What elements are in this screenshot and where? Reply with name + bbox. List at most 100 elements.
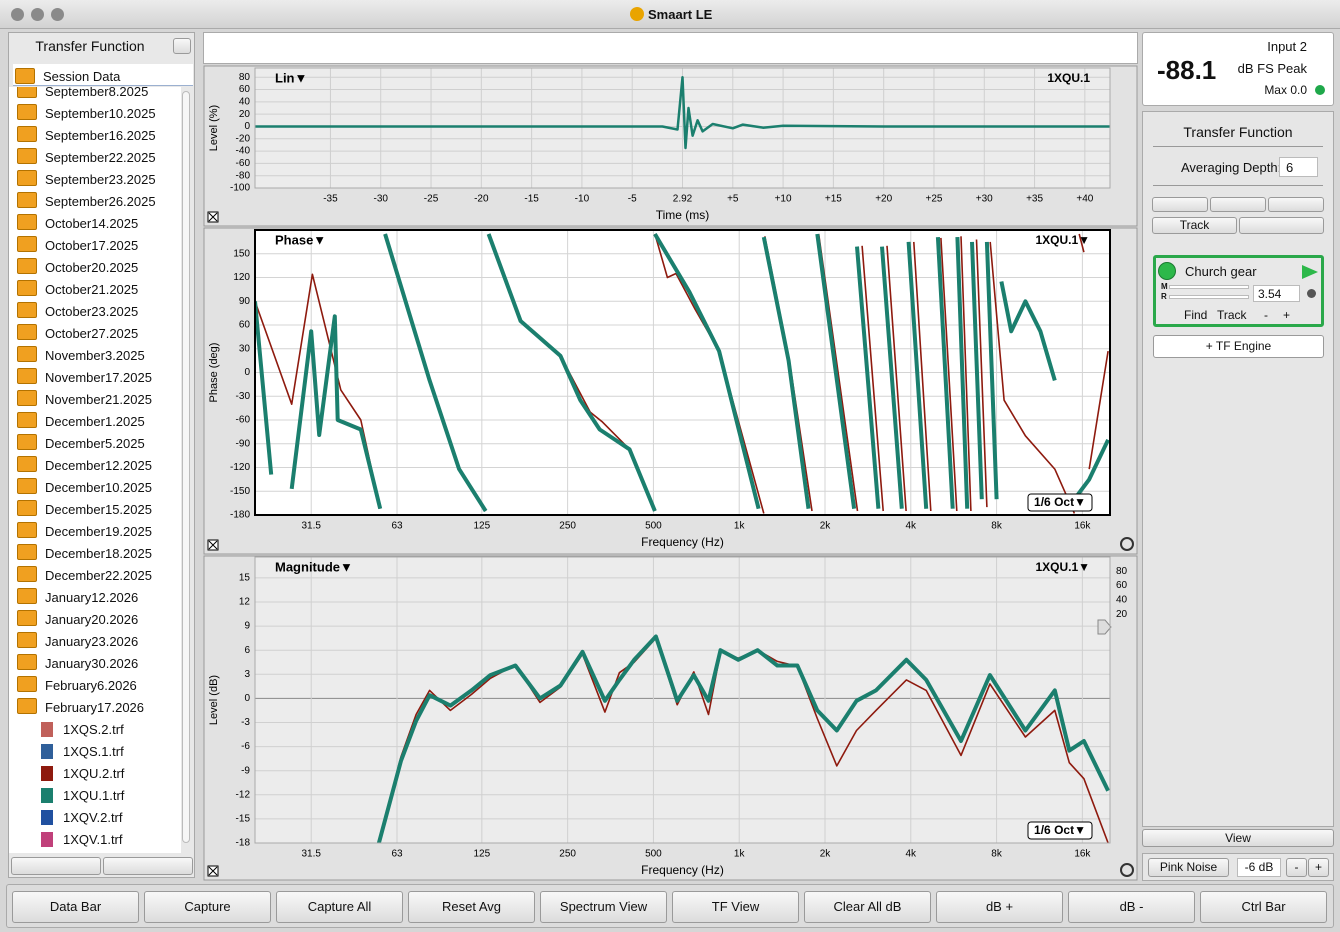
engine-track-button[interactable]: Track bbox=[1217, 308, 1247, 322]
folder-row[interactable]: December18.2025 bbox=[17, 543, 152, 565]
view-button[interactable]: View bbox=[1142, 829, 1334, 847]
input-select[interactable]: Input 2 bbox=[1267, 39, 1307, 54]
folder-row[interactable]: September23.2025 bbox=[17, 169, 156, 191]
folder-row[interactable]: January12.2026 bbox=[17, 587, 138, 609]
y2-tick-label: 60 bbox=[1116, 580, 1128, 591]
folder-row[interactable]: November21.2025 bbox=[17, 389, 152, 411]
toolbar-button[interactable]: Clear All dB bbox=[804, 891, 931, 923]
folder-row[interactable]: December15.2025 bbox=[17, 499, 152, 521]
folder-row[interactable]: September16.2025 bbox=[17, 125, 156, 147]
gain-minus[interactable]: - bbox=[1286, 858, 1307, 877]
settings-gear bbox=[1120, 863, 1134, 877]
engine-run[interactable] bbox=[1302, 265, 1318, 279]
folder-row[interactable]: February6.2026 bbox=[17, 675, 137, 697]
engine-led[interactable] bbox=[1158, 262, 1176, 280]
record-dot[interactable] bbox=[1307, 289, 1316, 298]
toolbar-button[interactable]: Ctrl Bar bbox=[1200, 891, 1327, 923]
folder-row[interactable]: October14.2025 bbox=[17, 213, 138, 235]
stop-button[interactable] bbox=[1210, 197, 1266, 212]
find-button[interactable]: Find bbox=[1184, 308, 1208, 322]
minimize-button[interactable] bbox=[31, 8, 44, 21]
session-row[interactable]: Session Data bbox=[13, 64, 193, 86]
y-tick-label: -150 bbox=[230, 486, 250, 497]
smoothing-select[interactable]: 1/6 Oct▼ bbox=[1034, 823, 1086, 837]
toolbar-button[interactable]: Spectrum View bbox=[540, 891, 667, 923]
toolbar-button[interactable]: Reset Avg bbox=[408, 891, 535, 923]
folder-row[interactable]: October21.2025 bbox=[17, 279, 138, 301]
settings-gear bbox=[1120, 537, 1134, 551]
folder-row[interactable]: January23.2026 bbox=[17, 631, 138, 653]
folder-row[interactable]: February17.2026 bbox=[17, 697, 144, 719]
gain-field[interactable]: -6 dB bbox=[1237, 858, 1281, 877]
gain-plus[interactable]: + bbox=[1308, 858, 1329, 877]
delay-minus[interactable]: - bbox=[1264, 308, 1268, 322]
x-tick-label: -25 bbox=[424, 194, 439, 205]
info-button[interactable] bbox=[11, 857, 101, 875]
session-label: Session Data bbox=[43, 69, 121, 84]
tools-button[interactable] bbox=[1239, 217, 1324, 234]
delete-button[interactable] bbox=[103, 857, 193, 875]
file-row[interactable]: 1XQS.2.trf bbox=[41, 719, 124, 741]
add-engine-button[interactable]: + TF Engine bbox=[1153, 335, 1324, 358]
toolbar: Data Bar Capture Capture All Reset Avg Spect… bbox=[6, 884, 1334, 928]
close-button[interactable] bbox=[11, 8, 24, 21]
folder-row[interactable]: September8.2025 bbox=[17, 87, 148, 103]
toolbar-button[interactable]: Capture All bbox=[276, 891, 403, 923]
x-tick-label: +5 bbox=[727, 194, 739, 205]
delay-plus[interactable]: + bbox=[1283, 308, 1291, 322]
folder-row[interactable]: December5.2025 bbox=[17, 433, 145, 455]
track-button[interactable]: Track bbox=[1152, 217, 1237, 234]
play-button[interactable] bbox=[1152, 197, 1208, 212]
folder-label: October20.2025 bbox=[45, 260, 139, 275]
folder-icon bbox=[17, 192, 37, 208]
folder-row[interactable]: October23.2025 bbox=[17, 301, 138, 323]
folder-row[interactable]: November17.2025 bbox=[17, 367, 152, 389]
folder-row[interactable]: December12.2025 bbox=[17, 455, 152, 477]
folder-label: October27.2025 bbox=[45, 326, 139, 341]
file-row[interactable]: 1XQV.1.trf bbox=[41, 829, 123, 851]
folder-label: February6.2026 bbox=[45, 678, 137, 693]
x-tick-label: 63 bbox=[391, 849, 403, 860]
toolbar-button[interactable]: TF View bbox=[672, 891, 799, 923]
folder-row[interactable]: December10.2025 bbox=[17, 477, 152, 499]
x-tick-label: 16k bbox=[1074, 849, 1091, 860]
folder-row[interactable]: November3.2025 bbox=[17, 345, 145, 367]
meter-unit[interactable]: dB FS Peak bbox=[1237, 61, 1307, 76]
scrollbar[interactable] bbox=[182, 91, 190, 843]
folder-row[interactable]: October17.2025 bbox=[17, 235, 138, 257]
folder-label: January20.2026 bbox=[45, 612, 139, 627]
folder-row[interactable]: October27.2025 bbox=[17, 323, 138, 345]
delay-field[interactable]: 3.54 bbox=[1253, 285, 1300, 302]
file-icon bbox=[41, 810, 53, 825]
smoothing-select[interactable]: 1/6 Oct▼ bbox=[1034, 495, 1086, 509]
toolbar-button[interactable]: dB - bbox=[1068, 891, 1195, 923]
file-row[interactable]: 1XQU.2.trf bbox=[41, 763, 124, 785]
y-tick-label: -18 bbox=[236, 838, 251, 849]
pause-button[interactable] bbox=[1268, 197, 1324, 212]
generator-button[interactable]: Pink Noise bbox=[1148, 858, 1229, 877]
x-tick-label: +20 bbox=[875, 194, 892, 205]
folder-row[interactable]: September22.2025 bbox=[17, 147, 156, 169]
toolbar-button[interactable]: Data Bar bbox=[12, 891, 139, 923]
menu-button[interactable] bbox=[173, 38, 191, 54]
y-tick-label: -90 bbox=[236, 438, 251, 449]
averaging-select[interactable]: 6 bbox=[1279, 157, 1318, 177]
toolbar-button[interactable]: Capture bbox=[144, 891, 271, 923]
file-label: 1XQV.2.trf bbox=[63, 810, 123, 825]
toolbar-button[interactable]: dB + bbox=[936, 891, 1063, 923]
folder-row[interactable]: January30.2026 bbox=[17, 653, 138, 675]
folder-row[interactable]: October20.2025 bbox=[17, 257, 138, 279]
folder-row[interactable]: December22.2025 bbox=[17, 565, 152, 587]
file-row[interactable]: 1XQS.1.trf bbox=[41, 741, 124, 763]
folder-row[interactable]: December19.2025 bbox=[17, 521, 152, 543]
file-row[interactable]: 1XQU.1.trf bbox=[41, 785, 124, 807]
folder-row[interactable]: September26.2025 bbox=[17, 191, 156, 213]
file-row[interactable]: 1XQV.2.trf bbox=[41, 807, 123, 829]
x-tick-label: 8k bbox=[991, 849, 1003, 860]
folder-row[interactable]: December1.2025 bbox=[17, 411, 145, 433]
folder-label: September8.2025 bbox=[45, 87, 149, 99]
folder-row[interactable]: January20.2026 bbox=[17, 609, 138, 631]
file-icon bbox=[41, 766, 53, 781]
zoom-button[interactable] bbox=[51, 8, 64, 21]
folder-row[interactable]: September10.2025 bbox=[17, 103, 156, 125]
